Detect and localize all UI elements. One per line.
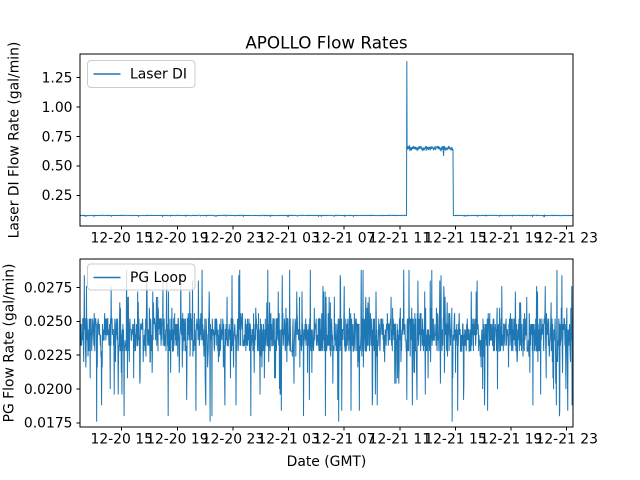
laser-di-y-axis-label: Laser DI Flow Rate (gal/min) [7, 42, 23, 239]
x-tick-label: 12-21 03 [257, 231, 319, 247]
pg-loop-legend-label: PG Loop [130, 270, 187, 286]
x-tick-label: 12-20 19 [146, 432, 208, 448]
x-tick-label: 12-21 19 [480, 432, 542, 448]
y-tick-label: 0.0175 [24, 416, 73, 432]
pg-loop-y-axis-label: PG Flow Rate (gal/min) [2, 264, 18, 423]
x-tick-label: 12-21 15 [424, 432, 486, 448]
x-tick-label: 12-21 15 [424, 231, 486, 247]
laser-di-series [80, 61, 573, 218]
x-tick-label: 12-20 19 [146, 231, 208, 247]
x-tick-label: 12-20 15 [90, 231, 152, 247]
y-tick-label: 0.75 [42, 129, 73, 145]
laser-di-legend: Laser DI [87, 60, 196, 88]
x-tick-label: 12-21 07 [313, 231, 375, 247]
laser-di-plot-area [79, 53, 574, 227]
x-axis-label: Date (GMT) [287, 454, 367, 470]
x-tick-label: 12-21 23 [536, 432, 598, 448]
x-tick-label: 12-20 15 [90, 432, 152, 448]
laser-di-legend-label: Laser DI [130, 67, 187, 83]
laser-di-legend-box [87, 60, 196, 88]
y-tick-label: 1.00 [42, 100, 73, 116]
y-tick-label: 0.25 [42, 188, 73, 204]
y-tick-label: 0.50 [42, 159, 73, 175]
y-tick-label: 0.0200 [24, 382, 73, 398]
x-tick-label: 12-21 23 [536, 231, 598, 247]
x-tick-label: 12-21 11 [369, 231, 431, 247]
plot-title: APOLLO Flow Rates [245, 33, 407, 53]
y-tick-label: 0.0225 [24, 348, 73, 364]
pg-loop-plot-area [79, 258, 574, 428]
x-tick-label: 12-20 23 [202, 432, 264, 448]
pg-loop-series [80, 269, 573, 422]
x-tick-label: 12-21 19 [480, 231, 542, 247]
pg-loop-legend-box [87, 263, 196, 291]
y-tick-label: 1.25 [42, 70, 73, 86]
x-tick-label: 12-20 23 [202, 231, 264, 247]
laser-di-series-line [80, 61, 573, 218]
y-tick-label: 0.0275 [24, 280, 73, 296]
x-tick-label: 12-21 11 [369, 432, 431, 448]
pg-loop-legend: PG Loop [87, 263, 196, 291]
y-tick-label: 0.0250 [24, 314, 73, 330]
x-tick-label: 12-21 03 [257, 432, 319, 448]
x-tick-label: 12-21 07 [313, 432, 375, 448]
pg-loop-series-line [80, 269, 573, 422]
